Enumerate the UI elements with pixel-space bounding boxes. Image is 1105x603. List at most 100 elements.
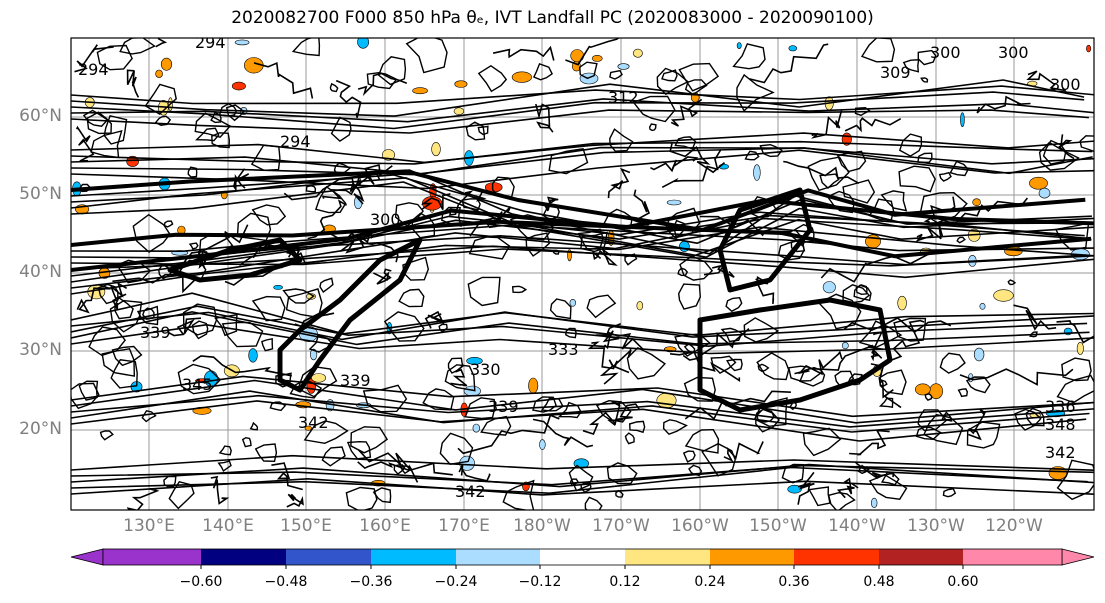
lon-label: 150°E <box>280 516 332 536</box>
contour-line <box>599 348 632 385</box>
lon-label: 140°E <box>202 516 254 536</box>
colorbar-tick-label: 0.48 <box>863 574 895 590</box>
contour-value-label: 330 <box>470 360 501 379</box>
contour-loop <box>808 486 831 507</box>
contour-line <box>71 224 1094 252</box>
contour-loop <box>110 359 138 389</box>
anomaly-patch <box>666 199 682 206</box>
contour-loop <box>542 204 560 221</box>
colorbar-tick-label: 0.36 <box>778 574 810 590</box>
anomaly-patch <box>310 348 318 361</box>
contour-loop <box>677 283 702 310</box>
lon-label: 130°E <box>123 516 175 536</box>
contour-loop <box>163 220 174 228</box>
contour-line <box>587 341 630 374</box>
contour-loop <box>725 296 743 313</box>
anomaly-patch <box>787 484 802 494</box>
contour-loop <box>917 409 948 432</box>
contour-loop <box>249 421 259 431</box>
anomaly-patch <box>248 348 258 363</box>
contour-loop <box>509 214 555 241</box>
contour-loop <box>225 104 245 122</box>
contour-loop <box>915 426 942 441</box>
contour-loop <box>461 198 481 211</box>
colorbar-segment <box>625 549 710 565</box>
contour-value-label: 333 <box>548 340 579 359</box>
contour-loop <box>1054 222 1090 251</box>
colorbar-segment <box>371 549 456 565</box>
colorbar-segment <box>103 549 201 565</box>
contour-line <box>1058 134 1075 160</box>
anomaly-patch <box>636 301 644 311</box>
contour-value-label: 342 <box>298 413 329 432</box>
contour-line <box>670 350 741 382</box>
contour-loop <box>577 228 604 251</box>
contour-loop <box>467 276 501 307</box>
contour-loop <box>250 144 281 172</box>
anomaly-patch <box>306 293 316 300</box>
contour-line <box>424 310 445 329</box>
contour-line <box>71 79 1085 117</box>
anomaly-patch <box>656 392 677 409</box>
anomaly-patch <box>431 142 441 157</box>
contour-loop <box>218 102 238 117</box>
contour-loop <box>661 69 678 82</box>
contour-loop <box>826 190 856 214</box>
contour-loop <box>218 445 232 456</box>
anomaly-patch <box>897 295 907 311</box>
anomaly-patch <box>453 107 465 115</box>
contour-line <box>535 103 554 133</box>
contour-loop <box>269 401 287 412</box>
contour-loop <box>291 38 321 57</box>
contour-line <box>810 110 843 139</box>
contour-loop <box>743 317 780 343</box>
contour-loop <box>477 125 489 136</box>
lon-label: 180°W <box>513 516 571 536</box>
contour-loop <box>857 464 870 475</box>
contour-line <box>335 79 362 118</box>
contour-line <box>283 169 381 201</box>
contour-line <box>469 206 512 237</box>
lon-label: 160°E <box>359 516 411 536</box>
contour-loop <box>586 294 617 319</box>
contour-loop <box>854 106 871 117</box>
contour-loop <box>188 242 199 250</box>
contour-line <box>607 403 641 426</box>
contour-loop <box>308 334 335 353</box>
contour-loop <box>674 136 697 150</box>
contour-loop <box>77 183 92 193</box>
contour-line <box>71 217 1092 289</box>
contour-value-label: 345 <box>182 375 213 394</box>
contour-value-label: 300 <box>998 43 1029 62</box>
lon-label: 160°W <box>671 516 729 536</box>
contour-loop <box>570 478 580 487</box>
colorbar-segment <box>710 549 794 565</box>
anomaly-patch <box>579 72 599 85</box>
contour-line <box>126 69 140 98</box>
lon-label: 140°W <box>828 516 886 536</box>
contour-line <box>661 149 722 189</box>
contour-loop <box>755 408 775 423</box>
contour-loop <box>827 491 856 510</box>
contour-loop <box>182 303 218 336</box>
lat-label: 20°N <box>19 419 62 439</box>
contour-line <box>450 364 468 387</box>
contour-loop <box>330 116 352 142</box>
contour-line <box>71 177 1094 258</box>
contour-loop <box>97 283 119 305</box>
contour-loop <box>141 410 157 423</box>
colorbar-tick-label: 0.12 <box>609 574 641 590</box>
contour-loop <box>565 327 577 339</box>
lon-label: 120°W <box>985 516 1043 536</box>
contour-line <box>458 463 491 482</box>
contour-loop <box>236 212 272 242</box>
contour-loop <box>584 496 603 510</box>
anomaly-patch <box>311 373 326 383</box>
contour-loop <box>350 426 389 454</box>
contour-loop <box>917 49 937 66</box>
contour-loop <box>648 123 657 132</box>
contour-loop <box>362 384 408 413</box>
contour-loop <box>1007 279 1017 286</box>
contour-loop <box>422 388 455 411</box>
contour-loop <box>842 284 871 304</box>
